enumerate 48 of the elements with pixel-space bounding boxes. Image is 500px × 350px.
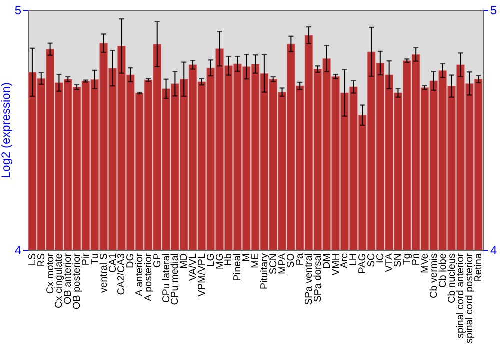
x-tick-label: OB anterior (63, 252, 74, 305)
x-tick-label: Retina (474, 253, 485, 282)
x-tick-label: VMH (330, 254, 342, 276)
x-tick-label: M (242, 254, 253, 262)
x-tick-label: spinal cord posterior (464, 252, 476, 344)
x-tick-label: LG (206, 253, 217, 267)
y2-tick-label: 5 (490, 4, 498, 18)
x-tick-label: Arc (340, 254, 351, 268)
x-tick-label: spinal cord anterior (456, 252, 467, 339)
x-tick-label: ME (250, 253, 262, 268)
x-tick-label: SO (286, 253, 298, 268)
x-tick-label: SPa dorsal (312, 254, 324, 302)
y-axis-title: Log2 (expression) (0, 82, 13, 179)
x-tick-label: Tu (90, 254, 101, 265)
x-tick-label: SC (366, 254, 378, 268)
x-tick-label: IC (375, 254, 386, 264)
x-tick-label: DM (322, 254, 333, 270)
x-tick-label: OB posterior (72, 252, 84, 310)
x-tick-label: Tg (402, 254, 414, 266)
x-tick-label: Cb lobe (438, 253, 449, 288)
x-tick-label: LS (27, 253, 38, 266)
x-tick-label: Hb (224, 253, 235, 266)
x-tick-label: Pir (80, 252, 92, 266)
y2-tick-label: 4 (490, 244, 498, 258)
x-tick-label: Pa (295, 253, 306, 266)
x-tick-label: Pituitary (259, 254, 270, 290)
x-tick-label: PAG (358, 253, 369, 274)
x-tick-label: DG (126, 253, 137, 268)
x-tick-label: GP (152, 253, 164, 268)
x-tick-label: SCN (268, 254, 280, 275)
x-tick-label: Cb vermis (428, 254, 440, 299)
x-tick-label: CA1 (108, 253, 119, 273)
x-tick-label: Pn (411, 254, 422, 266)
x-tick-label: RS (36, 253, 48, 268)
x-tick-label: VTA (384, 253, 396, 272)
x-tick-label: MPA (277, 253, 288, 274)
x-tick-label: A posterior (143, 252, 154, 302)
x-tick-label: CA2/CA3 (116, 253, 128, 296)
x-tick-label: VPM/VPL (196, 253, 208, 297)
x-tick-label: ventral S (98, 253, 110, 293)
x-tick-label: Pineal (232, 254, 244, 282)
x-tick-label: LH (348, 254, 360, 266)
x-tick-label: SN (393, 254, 404, 268)
x-tick-label: Cx cingulate (54, 253, 66, 309)
x-tick-label: A anterior (134, 252, 146, 296)
x-tick-label: Cb nucleus (446, 254, 458, 304)
x-tick-label: MVe (420, 253, 432, 274)
x-tick-label: CPu medial (170, 254, 182, 306)
